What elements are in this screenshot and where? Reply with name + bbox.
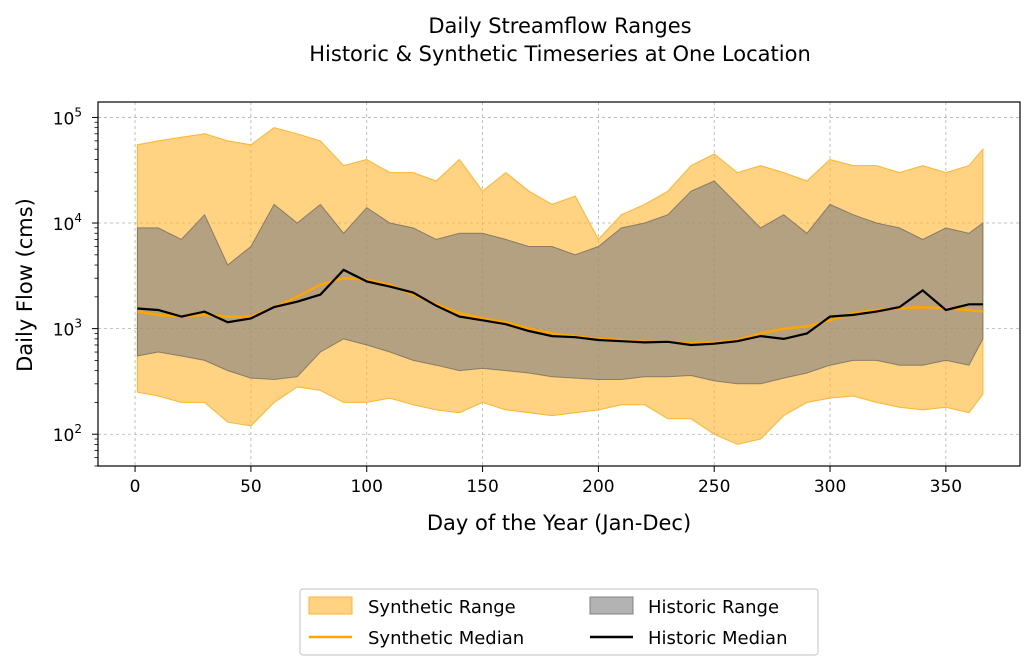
- plot-frame: [97, 101, 1021, 467]
- x-tick-label: 0: [130, 477, 141, 497]
- x-tick-label: 200: [582, 477, 614, 497]
- y-tick-label: 102: [53, 422, 82, 446]
- legend: Synthetic Range Synthetic Median Histori…: [299, 588, 819, 656]
- legend-box: [299, 588, 819, 656]
- chart-title: Daily Streamflow Ranges: [428, 14, 691, 38]
- x-tick-label: 100: [350, 477, 382, 497]
- x-axis: 0 50 100 150 200 250 300 350: [130, 466, 962, 497]
- median-lines: [137, 268, 984, 347]
- y-tick-label: 103: [53, 317, 82, 341]
- legend-swatch-historic-range: [589, 596, 634, 615]
- legend-label-synthetic-range: Synthetic Range: [368, 597, 516, 618]
- legend-label-historic-median: Historic Median: [648, 628, 787, 649]
- y-tick-label: 105: [53, 105, 82, 129]
- legend-label-synthetic-median: Synthetic Median: [368, 628, 524, 649]
- y-axis-label: Daily Flow (cms): [13, 198, 37, 372]
- legend-label-historic-range: Historic Range: [648, 597, 779, 618]
- x-tick-label: 350: [930, 477, 962, 497]
- x-tick-label: 250: [698, 477, 730, 497]
- range-bands: [136, 127, 984, 445]
- x-tick-label: 50: [240, 477, 262, 497]
- historic-median-line: [137, 268, 983, 347]
- x-tick-label: 150: [466, 477, 498, 497]
- chart-subtitle: Historic & Synthetic Timeseries at One L…: [309, 42, 811, 66]
- historic-range-band: [136, 180, 984, 385]
- y-tick-label: 104: [53, 211, 82, 235]
- x-tick-label: 300: [814, 477, 846, 497]
- y-axis: 102 103 104 105: [53, 105, 98, 467]
- x-axis-label: Day of the Year (Jan-Dec): [427, 511, 691, 535]
- legend-swatch-synthetic-range: [308, 596, 353, 615]
